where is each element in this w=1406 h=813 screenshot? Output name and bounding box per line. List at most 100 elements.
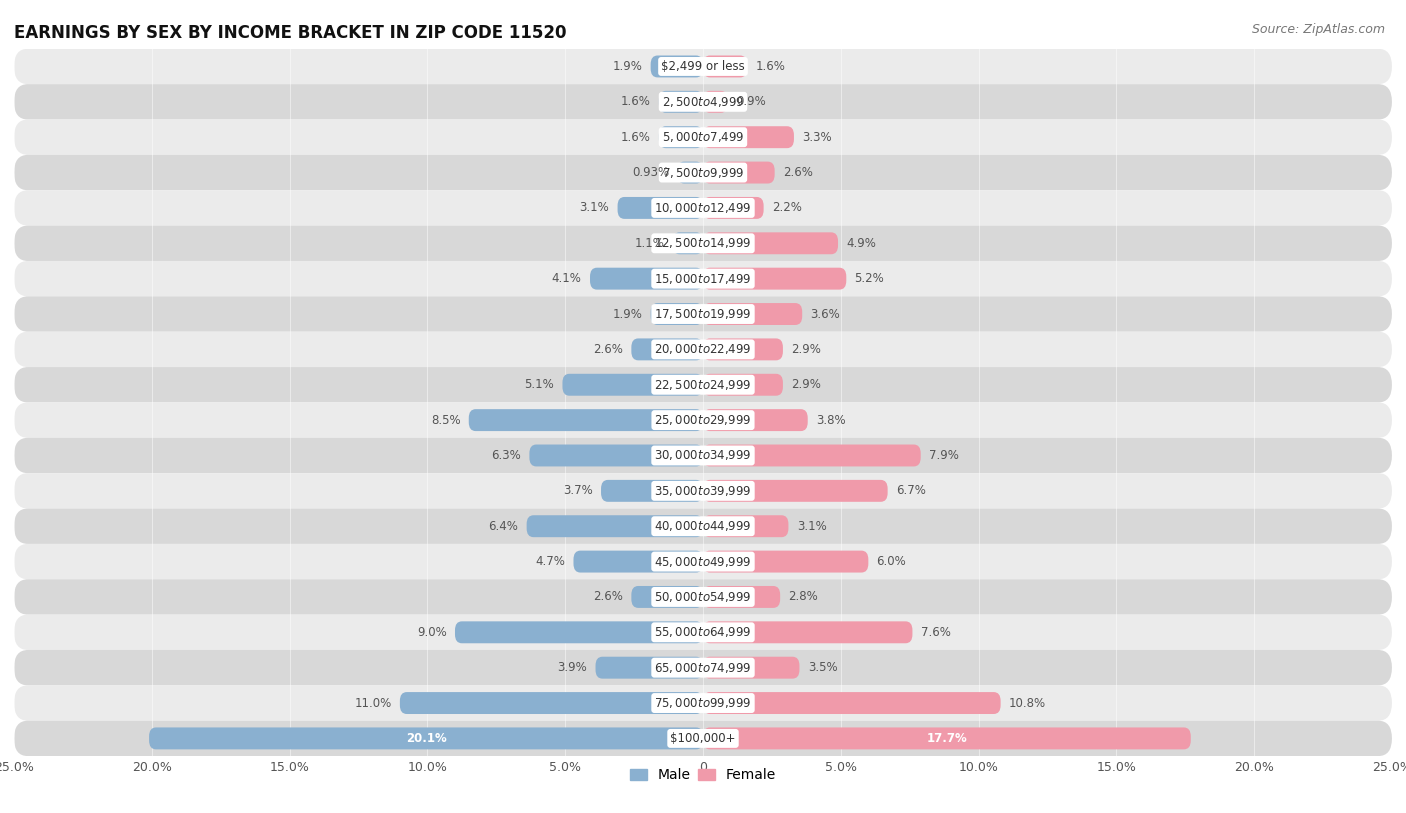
FancyBboxPatch shape [468, 409, 703, 431]
FancyBboxPatch shape [651, 303, 703, 325]
Text: 3.8%: 3.8% [815, 414, 845, 427]
Text: 1.9%: 1.9% [613, 60, 643, 73]
FancyBboxPatch shape [672, 233, 703, 254]
Text: 1.6%: 1.6% [621, 131, 651, 144]
FancyBboxPatch shape [14, 297, 1392, 332]
FancyBboxPatch shape [703, 728, 1191, 750]
FancyBboxPatch shape [591, 267, 703, 289]
Text: $15,000 to $17,499: $15,000 to $17,499 [654, 272, 752, 285]
FancyBboxPatch shape [617, 197, 703, 219]
FancyBboxPatch shape [703, 445, 921, 467]
Text: 3.3%: 3.3% [803, 131, 832, 144]
FancyBboxPatch shape [456, 621, 703, 643]
Text: 5.2%: 5.2% [855, 272, 884, 285]
FancyBboxPatch shape [651, 55, 703, 77]
Text: 4.7%: 4.7% [536, 555, 565, 568]
Text: 10.8%: 10.8% [1010, 697, 1046, 710]
FancyBboxPatch shape [703, 657, 800, 679]
FancyBboxPatch shape [14, 190, 1392, 226]
FancyBboxPatch shape [703, 303, 803, 325]
Text: 1.9%: 1.9% [613, 307, 643, 320]
Text: $20,000 to $22,499: $20,000 to $22,499 [654, 342, 752, 356]
Text: 2.9%: 2.9% [792, 343, 821, 356]
Text: 2.6%: 2.6% [593, 590, 623, 603]
FancyBboxPatch shape [14, 332, 1392, 367]
Text: 5.1%: 5.1% [524, 378, 554, 391]
Text: 2.9%: 2.9% [792, 378, 821, 391]
FancyBboxPatch shape [574, 550, 703, 572]
FancyBboxPatch shape [703, 338, 783, 360]
Text: 6.7%: 6.7% [896, 485, 925, 498]
Text: 2.6%: 2.6% [783, 166, 813, 179]
FancyBboxPatch shape [703, 515, 789, 537]
Text: 3.1%: 3.1% [579, 202, 609, 215]
Text: 2.2%: 2.2% [772, 202, 801, 215]
Text: 8.5%: 8.5% [430, 414, 461, 427]
Text: $25,000 to $29,999: $25,000 to $29,999 [654, 413, 752, 427]
Text: Source: ZipAtlas.com: Source: ZipAtlas.com [1251, 23, 1385, 36]
Text: 6.4%: 6.4% [488, 520, 519, 533]
FancyBboxPatch shape [14, 49, 1392, 85]
Text: 3.9%: 3.9% [558, 661, 588, 674]
Text: 3.1%: 3.1% [797, 520, 827, 533]
Text: $30,000 to $34,999: $30,000 to $34,999 [654, 449, 752, 463]
Text: 7.6%: 7.6% [921, 626, 950, 639]
Text: 2.8%: 2.8% [789, 590, 818, 603]
Text: 20.1%: 20.1% [406, 732, 447, 745]
FancyBboxPatch shape [703, 480, 887, 502]
FancyBboxPatch shape [149, 728, 703, 750]
FancyBboxPatch shape [14, 402, 1392, 437]
Legend: Male, Female: Male, Female [624, 763, 782, 788]
Text: 4.1%: 4.1% [553, 272, 582, 285]
Text: $12,500 to $14,999: $12,500 to $14,999 [654, 237, 752, 250]
Text: 6.3%: 6.3% [491, 449, 522, 462]
FancyBboxPatch shape [14, 544, 1392, 579]
FancyBboxPatch shape [14, 120, 1392, 155]
FancyBboxPatch shape [659, 91, 703, 113]
FancyBboxPatch shape [703, 162, 775, 184]
FancyBboxPatch shape [631, 586, 703, 608]
FancyBboxPatch shape [703, 233, 838, 254]
FancyBboxPatch shape [14, 367, 1392, 402]
FancyBboxPatch shape [596, 657, 703, 679]
FancyBboxPatch shape [703, 621, 912, 643]
Text: $10,000 to $12,499: $10,000 to $12,499 [654, 201, 752, 215]
Text: $75,000 to $99,999: $75,000 to $99,999 [654, 696, 752, 710]
FancyBboxPatch shape [14, 509, 1392, 544]
FancyBboxPatch shape [703, 197, 763, 219]
Text: $100,000+: $100,000+ [671, 732, 735, 745]
FancyBboxPatch shape [703, 692, 1001, 714]
FancyBboxPatch shape [703, 55, 747, 77]
Text: 7.9%: 7.9% [929, 449, 959, 462]
FancyBboxPatch shape [703, 374, 783, 396]
Text: $2,499 or less: $2,499 or less [661, 60, 745, 73]
Text: 0.9%: 0.9% [737, 95, 766, 108]
FancyBboxPatch shape [703, 550, 869, 572]
Text: 3.5%: 3.5% [807, 661, 838, 674]
FancyBboxPatch shape [14, 650, 1392, 685]
Text: 3.7%: 3.7% [562, 485, 593, 498]
Text: $22,500 to $24,999: $22,500 to $24,999 [654, 378, 752, 392]
FancyBboxPatch shape [14, 85, 1392, 120]
Text: $40,000 to $44,999: $40,000 to $44,999 [654, 520, 752, 533]
FancyBboxPatch shape [14, 579, 1392, 615]
Text: 1.6%: 1.6% [755, 60, 785, 73]
FancyBboxPatch shape [399, 692, 703, 714]
FancyBboxPatch shape [14, 226, 1392, 261]
FancyBboxPatch shape [14, 261, 1392, 297]
Text: 17.7%: 17.7% [927, 732, 967, 745]
FancyBboxPatch shape [14, 473, 1392, 509]
FancyBboxPatch shape [600, 480, 703, 502]
FancyBboxPatch shape [703, 409, 807, 431]
Text: 1.1%: 1.1% [634, 237, 665, 250]
FancyBboxPatch shape [678, 162, 703, 184]
FancyBboxPatch shape [562, 374, 703, 396]
Text: $7,500 to $9,999: $7,500 to $9,999 [662, 166, 744, 180]
FancyBboxPatch shape [14, 685, 1392, 720]
Text: 9.0%: 9.0% [418, 626, 447, 639]
Text: 2.6%: 2.6% [593, 343, 623, 356]
FancyBboxPatch shape [14, 720, 1392, 756]
Text: $35,000 to $39,999: $35,000 to $39,999 [654, 484, 752, 498]
FancyBboxPatch shape [14, 155, 1392, 190]
Text: 0.93%: 0.93% [631, 166, 669, 179]
